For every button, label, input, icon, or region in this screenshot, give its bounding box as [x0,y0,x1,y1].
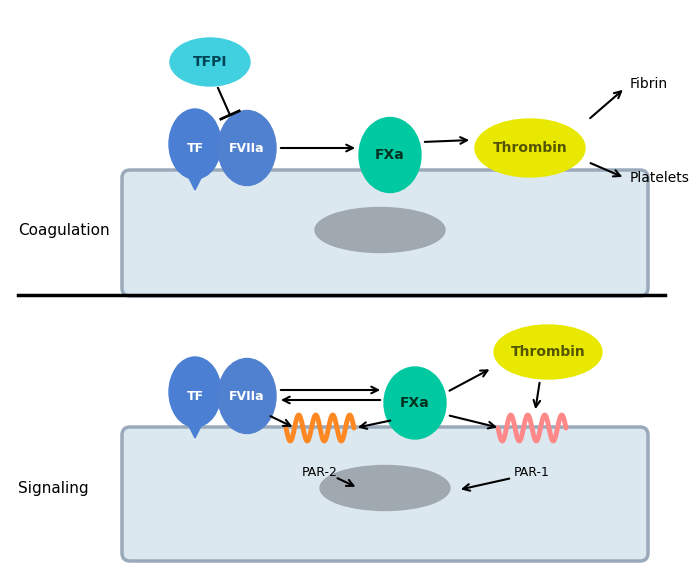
Text: Signaling: Signaling [18,480,89,495]
Text: TF: TF [186,390,204,403]
Text: PAR-2: PAR-2 [302,466,338,479]
Ellipse shape [218,359,276,434]
Polygon shape [188,424,202,438]
Text: Coagulation: Coagulation [18,223,109,237]
Ellipse shape [170,38,250,86]
Ellipse shape [320,466,450,510]
Ellipse shape [494,325,602,379]
Text: Thrombin: Thrombin [511,345,586,359]
FancyBboxPatch shape [122,427,648,561]
Ellipse shape [384,367,446,439]
Ellipse shape [359,117,421,193]
Ellipse shape [315,208,445,252]
Text: Thrombin: Thrombin [493,141,568,155]
Text: FXa: FXa [375,148,405,162]
Ellipse shape [475,119,585,177]
Ellipse shape [169,357,221,427]
Text: FVIIa: FVIIa [229,141,265,154]
Ellipse shape [218,110,276,185]
Text: Fibrin: Fibrin [630,77,668,91]
Text: Platelets: Platelets [630,171,690,185]
Text: PAR-1: PAR-1 [514,466,550,479]
Text: TFPI: TFPI [193,55,227,69]
Ellipse shape [169,109,221,179]
Polygon shape [188,176,202,190]
Text: TF: TF [186,141,204,154]
Text: FXa: FXa [400,396,430,410]
FancyBboxPatch shape [122,170,648,296]
Text: FVIIa: FVIIa [229,390,265,403]
